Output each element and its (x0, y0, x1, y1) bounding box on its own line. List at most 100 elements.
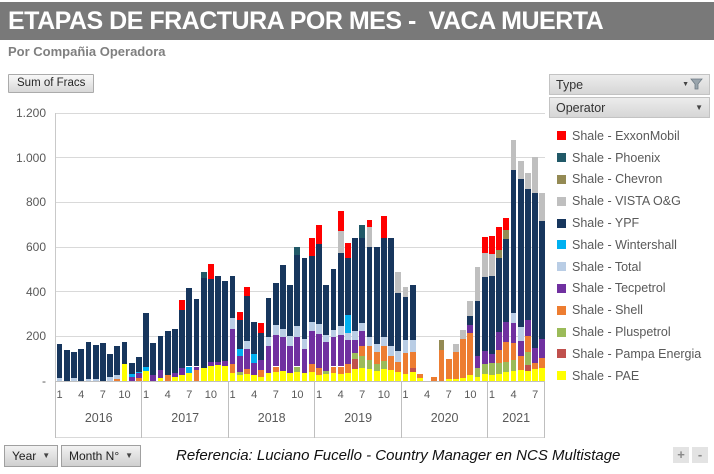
zoom-in-button[interactable]: + (673, 447, 689, 463)
bar-segment (229, 328, 236, 365)
bar-segment (294, 366, 301, 373)
year-label: 2018 (257, 411, 286, 425)
bar-segment (114, 346, 121, 376)
legend-swatch-icon (557, 131, 566, 141)
y-axis: 1.200 1.000 800 600 400 200 - (0, 106, 50, 388)
bar-segment (344, 333, 351, 340)
bar-segment (525, 351, 531, 366)
y-tick-label: 1.200 (15, 106, 46, 120)
month-tick-label: 4 (510, 389, 517, 401)
bar-segment (330, 373, 337, 381)
bar-segment (316, 334, 322, 368)
bar-segment (481, 350, 488, 365)
operator-dropdown-label: Operator (556, 100, 606, 115)
bar-segment (496, 331, 503, 350)
month-tick-label: 10 (464, 389, 477, 401)
year-filter-button[interactable]: Year ▼ (4, 445, 59, 467)
legend-item: Shale - Wintershall (549, 234, 710, 256)
bar-segment (222, 280, 229, 361)
bar-segment (200, 271, 207, 279)
bar-segment (330, 329, 337, 338)
legend-label: Shale - YPF (572, 216, 640, 231)
bar-segment (280, 370, 286, 381)
type-filter-button[interactable]: Type ▼ (549, 74, 710, 95)
month-filter-button[interactable]: Month N° ▼ (61, 445, 142, 467)
bar-segment (525, 370, 531, 381)
bar-segment (179, 375, 185, 381)
bar-segment (510, 322, 517, 344)
month-tick-label: 10 (377, 389, 390, 401)
operator-dropdown[interactable]: Operator ▼ (549, 97, 710, 118)
month-tick-label: 1 (402, 389, 409, 401)
bar-segment (395, 350, 402, 363)
bar-segment (135, 371, 142, 374)
legend-label: Shale - Pampa Energia (572, 346, 702, 361)
bar-segment (330, 366, 337, 374)
legend-panel: Type ▼ Operator ▼ Shale - ExxonMobil Shal… (549, 74, 710, 387)
bar-segment (525, 365, 531, 371)
legend-item: Shale - Chevron (549, 169, 710, 191)
bar-segment (287, 373, 294, 381)
bar-segment (474, 367, 481, 377)
bar-segment (244, 368, 250, 375)
bar-segment (258, 369, 265, 377)
bar-segment (258, 333, 265, 360)
gridline (56, 335, 545, 337)
gridline (56, 112, 545, 114)
legend-item: Shale - Shell (549, 299, 710, 321)
bar-segment (388, 238, 394, 347)
bar-segment (330, 337, 337, 367)
reference-text: Referencia: Luciano Fucello - Country Ma… (176, 447, 621, 464)
bar-segment (294, 326, 301, 338)
zoom-out-button[interactable]: - (692, 447, 708, 463)
bar-segment (532, 347, 539, 364)
bar-segment (157, 336, 164, 370)
bar-segment (323, 284, 330, 336)
bar-segment (128, 376, 135, 381)
chevron-down-icon: ▼ (125, 451, 134, 460)
bar-segment (416, 377, 423, 381)
bar-segment (409, 339, 416, 352)
bar-segment (380, 215, 387, 239)
bar-segment (366, 220, 373, 227)
year-label: 2016 (84, 411, 113, 425)
bar-segment (208, 362, 214, 367)
bar-segment (193, 299, 200, 367)
bar-segment (308, 372, 315, 381)
bar-segment (287, 336, 294, 347)
bar-segment (344, 258, 351, 316)
bar-segment (380, 337, 387, 347)
bar-segment (215, 365, 222, 381)
legend-label: Shale - Pluspetrol (572, 325, 671, 340)
bar-segment (496, 258, 503, 332)
bar-segment (539, 357, 546, 368)
bar-segment (308, 238, 315, 256)
legend-swatch-icon (557, 240, 566, 250)
bar-segment (532, 193, 539, 348)
bar-segment (373, 247, 380, 345)
bar-segment (474, 376, 481, 381)
bar-segment (186, 288, 193, 367)
legend: Shale - ExxonMobil Shale - Phoenix Shale -… (549, 125, 710, 387)
bar-segment (287, 346, 294, 374)
bar-segment (337, 374, 344, 381)
bar-segment (481, 252, 488, 278)
bar-segment (532, 363, 539, 369)
bar-segment (380, 238, 387, 338)
bar-segment (186, 366, 193, 374)
sum-of-fracs-field-button[interactable]: Sum of Fracs (8, 74, 95, 93)
legend-item: Shale - VISTA O&G (549, 190, 710, 212)
bar-segment (352, 368, 358, 381)
gridline (56, 380, 545, 382)
bar-segment (453, 378, 459, 381)
bar-segment (467, 316, 474, 326)
bar-segment (251, 321, 258, 355)
bar-segment (215, 362, 222, 366)
bar-segment (359, 330, 366, 347)
bar-segment (438, 339, 445, 350)
bar-segment (186, 373, 193, 381)
bar-segment (489, 363, 495, 376)
legend-item: Shale - ExxonMobil (549, 125, 710, 147)
legend-swatch-icon (557, 262, 566, 272)
bar-segment (179, 299, 185, 310)
